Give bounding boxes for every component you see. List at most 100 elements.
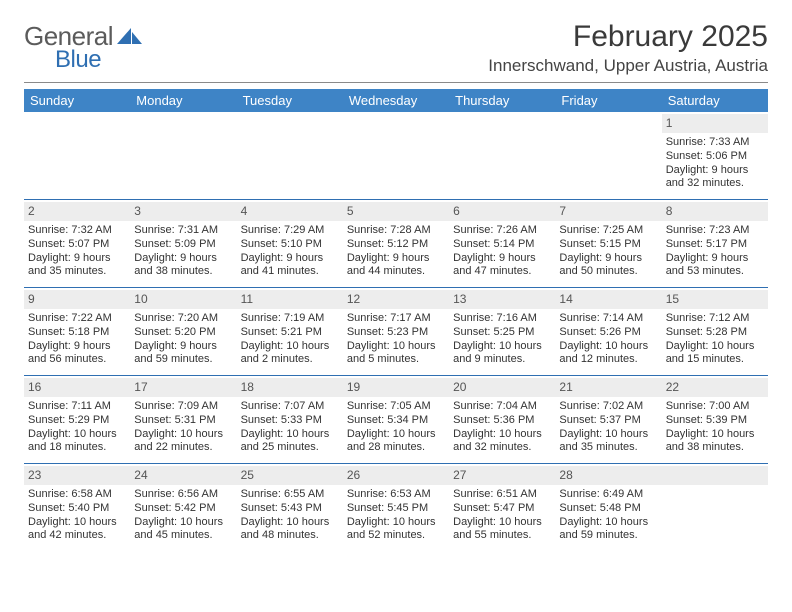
weekday-col: Friday (555, 89, 661, 112)
day2-text: and 44 minutes. (347, 265, 445, 279)
calendar-cell: 4 Sunrise: 7:29 AMSunset: 5:10 PMDaylight… (237, 200, 343, 288)
brand-text-2: Blue (55, 46, 101, 74)
weekday-col: Wednesday (343, 89, 449, 112)
day2-text: and 42 minutes. (28, 529, 126, 543)
sunset-text: Sunset: 5:17 PM (666, 238, 764, 252)
day-number: 12 (343, 290, 449, 309)
sunrise-text: Sunrise: 7:16 AM (453, 312, 551, 326)
day-number: 13 (449, 290, 555, 309)
day-number: 17 (130, 378, 236, 397)
day-number: 9 (24, 290, 130, 309)
day-number: 3 (130, 202, 236, 221)
day2-text: and 38 minutes. (134, 265, 232, 279)
day2-text: and 38 minutes. (666, 441, 764, 455)
calendar-cell: 16Sunrise: 7:11 AMSunset: 5:29 PMDayligh… (24, 376, 130, 464)
day-number: 7 (555, 202, 661, 221)
day2-text: and 56 minutes. (28, 353, 126, 367)
day2-text: and 47 minutes. (453, 265, 551, 279)
day-details: Sunrise: 7:33 AMSunset: 5:06 PMDaylight:… (666, 136, 764, 191)
day1-text: Daylight: 10 hours (453, 516, 551, 530)
day-details: Sunrise: 7:09 AMSunset: 5:31 PMDaylight:… (134, 400, 232, 455)
sunset-text: Sunset: 5:45 PM (347, 502, 445, 516)
sunset-text: Sunset: 5:07 PM (28, 238, 126, 252)
day-details: Sunrise: 7:05 AMSunset: 5:34 PMDaylight:… (347, 400, 445, 455)
sunset-text: Sunset: 5:18 PM (28, 326, 126, 340)
day1-text: Daylight: 10 hours (347, 516, 445, 530)
day-details: Sunrise: 7:14 AMSunset: 5:26 PMDaylight:… (559, 312, 657, 367)
sunrise-text: Sunrise: 6:56 AM (134, 488, 232, 502)
sunrise-text: Sunrise: 7:00 AM (666, 400, 764, 414)
day2-text: and 35 minutes. (28, 265, 126, 279)
sunset-text: Sunset: 5:10 PM (241, 238, 339, 252)
day1-text: Daylight: 10 hours (559, 340, 657, 354)
day-number: 26 (343, 466, 449, 485)
day1-text: Daylight: 10 hours (347, 340, 445, 354)
day1-text: Daylight: 10 hours (134, 516, 232, 530)
calendar-cell: 21 Sunrise: 7:02 AMSunset: 5:37 PMDayligh… (555, 376, 661, 464)
day-number: 21 (555, 378, 661, 397)
calendar-cell: 24Sunrise: 6:56 AMSunset: 5:42 PMDayligh… (130, 464, 236, 552)
sunset-text: Sunset: 5:40 PM (28, 502, 126, 516)
day2-text: and 52 minutes. (347, 529, 445, 543)
day1-text: Daylight: 10 hours (28, 428, 126, 442)
weekday-col: Monday (130, 89, 236, 112)
calendar-cell: 6Sunrise: 7:26 AMSunset: 5:14 PMDaylight… (449, 200, 555, 288)
day2-text: and 55 minutes. (453, 529, 551, 543)
sunrise-text: Sunrise: 6:51 AM (453, 488, 551, 502)
day1-text: Daylight: 10 hours (666, 340, 764, 354)
weekday-col: Thursday (449, 89, 555, 112)
day-number: 5 (343, 202, 449, 221)
sunset-text: Sunset: 5:06 PM (666, 150, 764, 164)
day-number: 20 (449, 378, 555, 397)
calendar-cell: 18Sunrise: 7:07 AMSunset: 5:33 PMDayligh… (237, 376, 343, 464)
day1-text: Daylight: 10 hours (241, 516, 339, 530)
sunrise-text: Sunrise: 6:55 AM (241, 488, 339, 502)
day2-text: and 53 minutes. (666, 265, 764, 279)
day1-text: Daylight: 9 hours (134, 252, 232, 266)
calendar-cell: 12Sunrise: 7:17 AMSunset: 5:23 PMDayligh… (343, 288, 449, 376)
sunrise-text: Sunrise: 7:28 AM (347, 224, 445, 238)
day-number: 8 (662, 202, 768, 221)
calendar-cell: 5Sunrise: 7:28 AMSunset: 5:12 PMDaylight… (343, 200, 449, 288)
day-details: Sunrise: 7:29 AMSunset: 5:10 PMDaylight:… (241, 224, 339, 279)
sunrise-text: Sunrise: 7:02 AM (559, 400, 657, 414)
calendar-cell: 20Sunrise: 7:04 AMSunset: 5:36 PMDayligh… (449, 376, 555, 464)
calendar-cell: 17 Sunrise: 7:09 AMSunset: 5:31 PMDayligh… (130, 376, 236, 464)
day-details: Sunrise: 6:56 AMSunset: 5:42 PMDaylight:… (134, 488, 232, 543)
sunset-text: Sunset: 5:12 PM (347, 238, 445, 252)
sunset-text: Sunset: 5:21 PM (241, 326, 339, 340)
day1-text: Daylight: 9 hours (666, 164, 764, 178)
day-details: Sunrise: 6:51 AMSunset: 5:47 PMDaylight:… (453, 488, 551, 543)
day-details: Sunrise: 7:02 AMSunset: 5:37 PMDaylight:… (559, 400, 657, 455)
sunset-text: Sunset: 5:47 PM (453, 502, 551, 516)
day-details: Sunrise: 7:00 AMSunset: 5:39 PMDaylight:… (666, 400, 764, 455)
day-details: Sunrise: 6:53 AMSunset: 5:45 PMDaylight:… (347, 488, 445, 543)
calendar-week: 1 Sunrise: 7:33 AMSunset: 5:06 PMDaylight… (24, 112, 768, 200)
day-number: 2 (24, 202, 130, 221)
sunset-text: Sunset: 5:42 PM (134, 502, 232, 516)
day-details: Sunrise: 7:26 AMSunset: 5:14 PMDaylight:… (453, 224, 551, 279)
sunset-text: Sunset: 5:26 PM (559, 326, 657, 340)
calendar-cell: 15Sunrise: 7:12 AMSunset: 5:28 PMDayligh… (662, 288, 768, 376)
day2-text: and 15 minutes. (666, 353, 764, 367)
brand-sail-icon (117, 22, 143, 53)
calendar-cell: 14Sunrise: 7:14 AMSunset: 5:26 PMDayligh… (555, 288, 661, 376)
day-number: 1 (662, 114, 768, 133)
day2-text: and 59 minutes. (134, 353, 232, 367)
sunrise-text: Sunrise: 7:04 AM (453, 400, 551, 414)
calendar-cell: 11Sunrise: 7:19 AMSunset: 5:21 PMDayligh… (237, 288, 343, 376)
sunset-text: Sunset: 5:34 PM (347, 414, 445, 428)
day-details: Sunrise: 7:07 AMSunset: 5:33 PMDaylight:… (241, 400, 339, 455)
calendar-cell: 8Sunrise: 7:23 AMSunset: 5:17 PMDaylight… (662, 200, 768, 288)
day-number: 4 (237, 202, 343, 221)
day2-text: and 18 minutes. (28, 441, 126, 455)
day-details: Sunrise: 7:20 AMSunset: 5:20 PMDaylight:… (134, 312, 232, 367)
weekday-col: Tuesday (237, 89, 343, 112)
calendar-cell: 2Sunrise: 7:32 AMSunset: 5:07 PMDaylight… (24, 200, 130, 288)
day2-text: and 50 minutes. (559, 265, 657, 279)
brand-logo: General Blue (24, 20, 143, 53)
sunset-text: Sunset: 5:20 PM (134, 326, 232, 340)
calendar-cell (449, 112, 555, 200)
day1-text: Daylight: 10 hours (347, 428, 445, 442)
day1-text: Daylight: 9 hours (134, 340, 232, 354)
